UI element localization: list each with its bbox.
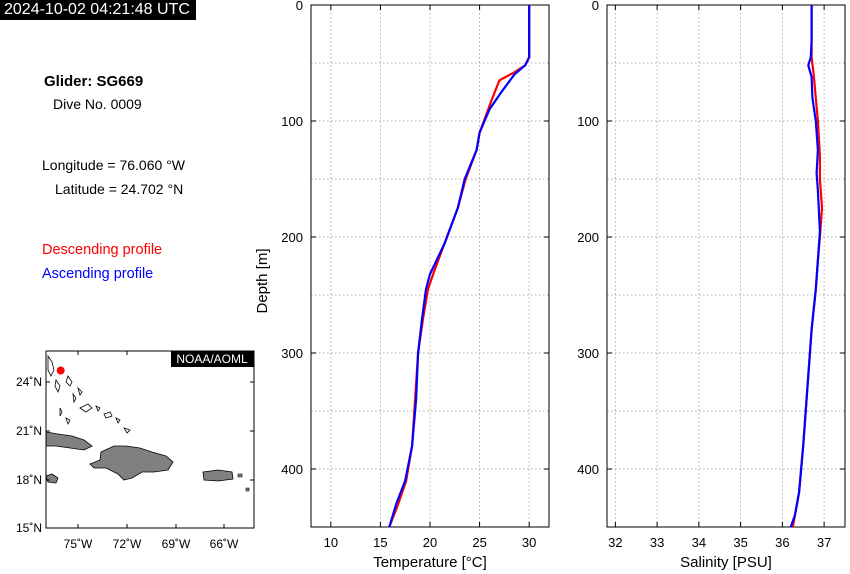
legend-ascending: Ascending profile <box>42 266 154 282</box>
y-tick-label: 0 <box>592 0 599 13</box>
glider-position-marker <box>56 366 65 375</box>
series-line-ascending <box>789 5 822 528</box>
map-frame <box>45 350 255 529</box>
x-tick-label: 20 <box>423 535 437 550</box>
map-lat-tick-label: 21˚N <box>16 424 42 438</box>
grid <box>311 5 549 527</box>
y-tick-label: 200 <box>577 230 599 245</box>
x-axis-label: Temperature [°C] <box>373 554 487 571</box>
x-tick-label: 34 <box>692 535 706 550</box>
map-lat-tick-label: 18˚N <box>16 473 42 487</box>
x-axis-label: Salinity [PSU] <box>680 554 772 571</box>
y-tick-label: 200 <box>281 230 303 245</box>
x-tick-label: 37 <box>817 535 831 550</box>
longitude-readout: Longitude = 76.060 °W <box>42 157 185 173</box>
y-tick-label: 300 <box>577 346 599 361</box>
y-tick-label: 400 <box>577 462 599 477</box>
y-tick-label: 300 <box>281 346 303 361</box>
map-badge-bg <box>171 351 254 367</box>
x-tick-label: 15 <box>373 535 387 550</box>
legend-descending: Descending profile <box>42 242 163 258</box>
x-tick-label: 25 <box>472 535 486 550</box>
y-tick-label: 100 <box>281 114 303 129</box>
y-tick-label: 100 <box>577 114 599 129</box>
y-axis-label: Depth [m] <box>254 248 271 313</box>
plot-frame <box>606 4 846 528</box>
map-badge: NOAA/AOML <box>176 352 248 366</box>
map-lat-tick-label: 24˚N <box>16 375 42 389</box>
grid <box>607 5 845 527</box>
x-tick-label: 35 <box>733 535 747 550</box>
y-tick-label: 0 <box>296 0 303 13</box>
timestamp: 2024-10-02 04:21:48 UTC <box>0 0 196 20</box>
x-tick-label: 30 <box>522 535 536 550</box>
series-line-ascending <box>388 5 531 528</box>
latitude-readout: Latitude = 24.702 °N <box>55 181 184 197</box>
x-tick-label: 33 <box>650 535 664 550</box>
x-tick-label: 10 <box>324 535 338 550</box>
salinity-chart: 32 33 34 35 36 37 0 100 200 300 400 Salinity [PSU] <box>577 0 846 571</box>
map-lat-tick-label: 15˚N <box>16 521 42 535</box>
map-lon-tick-label: 69˚W <box>162 537 191 551</box>
map-lon-tick-label: 72˚W <box>113 537 142 551</box>
x-tick-label: 36 <box>775 535 789 550</box>
dive-number: Dive No. 0009 <box>53 96 142 112</box>
x-tick-label: 32 <box>608 535 622 550</box>
glider-name: Glider: SG669 <box>44 73 144 90</box>
map-lon-tick-label: 75˚W <box>64 537 93 551</box>
y-tick-label: 400 <box>281 462 303 477</box>
map-lon-tick-label: 66˚W <box>210 537 239 551</box>
